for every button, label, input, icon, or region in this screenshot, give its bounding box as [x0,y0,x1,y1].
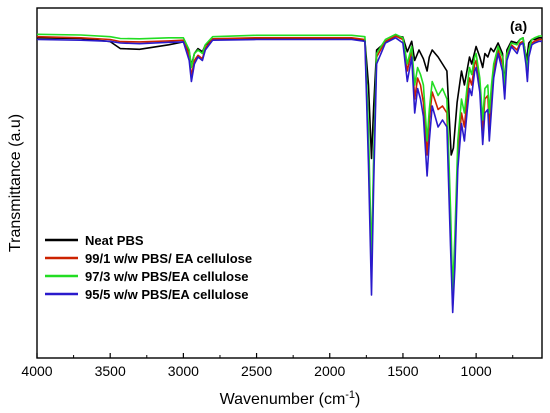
x-tick-label: 2500 [241,363,272,379]
x-tick-label: 1500 [387,363,418,379]
x-tick-label: 2000 [314,363,345,379]
legend-label-95-5: 95/5 w/w PBS/EA cellulose [85,287,249,302]
x-tick-label: 1000 [461,363,492,379]
x-tick-label: 4000 [21,363,52,379]
x-axis-label: Wavenumber (cm-1) [220,389,361,408]
legend-label-neat-pbs: Neat PBS [85,233,144,248]
plot-frame [36,7,543,359]
x-tick-label: 3000 [168,363,199,379]
x-tick-label: 3500 [95,363,126,379]
x-axis-ticks: 4000 3500 3000 2500 2000 1500 1000 [21,353,514,379]
series-line-pbs-ea-95-5 [36,36,542,314]
legend-label-97-3: 97/3 w/w PBS/EA cellulose [85,269,249,284]
y-axis-label: Transmittance (a.u) [7,114,24,252]
legend: Neat PBS 99/1 w/w PBS/ EA cellulose 97/3… [45,233,252,302]
x-axis-label-end: ) [355,391,360,408]
series-layer [36,33,542,314]
x-axis-label-superscript: -1 [345,389,355,401]
panel-label: (a) [510,18,527,34]
legend-label-99-1: 99/1 w/w PBS/ EA cellulose [85,251,252,266]
x-axis-label-main: Wavenumber (cm [220,391,346,408]
